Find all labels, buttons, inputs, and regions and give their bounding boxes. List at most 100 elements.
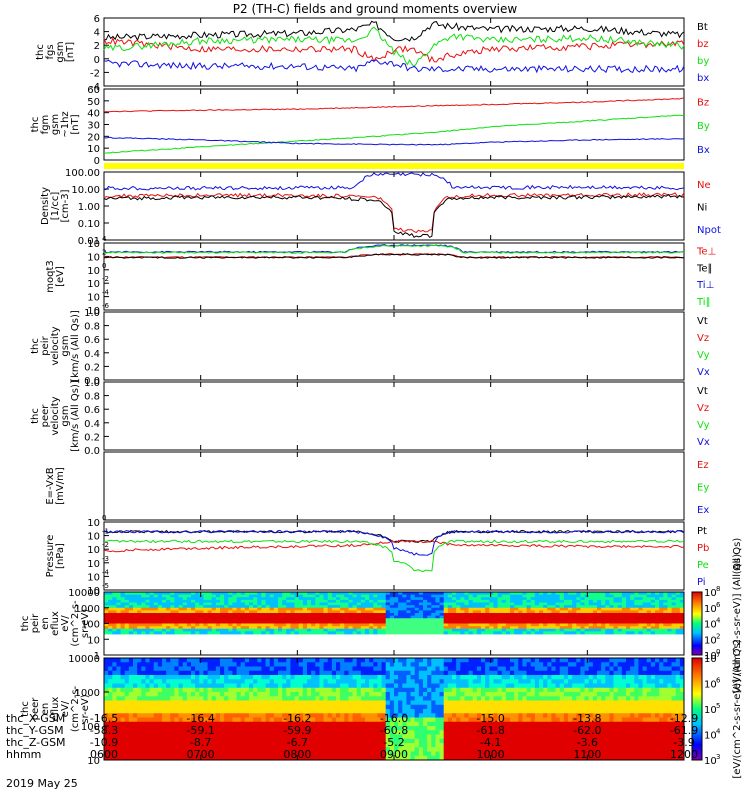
heatmap-cell	[679, 605, 685, 609]
heatmap-cell	[290, 679, 295, 684]
heatmap-cell	[642, 594, 648, 598]
heatmap-cell	[319, 679, 324, 684]
heatmap-cell	[104, 687, 109, 693]
heatmap-cell	[282, 687, 287, 693]
heatmap-cell	[423, 670, 428, 676]
heatmap-cell	[315, 730, 320, 735]
heatmap-cell	[170, 631, 175, 635]
heatmap-cell	[568, 597, 573, 601]
heatmap-cell	[389, 683, 395, 689]
heatmap-cell	[613, 626, 619, 630]
heatmap-cell	[191, 675, 196, 680]
heatmap-cell	[427, 658, 432, 663]
heatmap-cell	[108, 700, 113, 706]
heatmap-cell	[617, 594, 623, 598]
heatmap-cell	[588, 618, 594, 622]
heatmap-cell	[348, 597, 353, 601]
heatmap-cell	[141, 662, 146, 667]
heatmap-cell	[182, 683, 188, 689]
heatmap-cell	[389, 623, 395, 627]
heatmap-cell	[236, 602, 242, 606]
heatmap-cell	[402, 721, 407, 727]
heatmap-cell	[356, 631, 362, 635]
heatmap-cell	[423, 615, 428, 619]
heatmap-cell	[282, 721, 287, 727]
heatmap-cell	[447, 692, 453, 697]
heatmap-cell	[112, 747, 117, 752]
heatmap-cell	[630, 592, 635, 596]
heatmap-cell	[290, 618, 295, 622]
heatmap-cell	[186, 599, 192, 603]
heatmap-cell	[402, 675, 407, 680]
heatmap-cell	[526, 610, 532, 614]
heatmap-cell	[149, 605, 155, 609]
heatmap-cell	[534, 666, 540, 672]
heatmap-cell	[414, 658, 420, 663]
heatmap-cell	[265, 700, 271, 706]
heatmap-cell	[443, 670, 449, 676]
heatmap-cell	[389, 615, 395, 619]
heatmap-cell	[522, 717, 527, 723]
heatmap-cell	[398, 692, 403, 697]
series-By	[103, 114, 685, 154]
heatmap-cell	[485, 605, 490, 609]
heatmap-cell	[460, 631, 465, 635]
heatmap-cell	[472, 594, 478, 598]
heatmap-cell	[294, 623, 300, 627]
heatmap-cell	[298, 755, 304, 761]
heatmap-cell	[634, 607, 639, 611]
heatmap-cell	[302, 666, 308, 672]
heatmap-cell	[530, 670, 536, 676]
heatmap-cell	[153, 687, 159, 693]
heatmap-cell	[269, 628, 275, 632]
heatmap-cell	[547, 615, 552, 619]
heatmap-cell	[228, 700, 233, 706]
heatmap-cell	[381, 743, 387, 748]
heatmap-cell	[460, 704, 465, 710]
heatmap-cell	[646, 602, 652, 606]
heatmap-cell	[261, 610, 266, 614]
heatmap-cell	[112, 679, 117, 684]
heatmap-cell	[410, 594, 416, 598]
heatmap-cell	[398, 747, 403, 752]
heatmap-cell	[650, 607, 656, 611]
heatmap-cell	[162, 605, 167, 609]
heatmap-cell	[128, 610, 134, 614]
heatmap-cell	[468, 662, 474, 667]
heatmap-cell	[435, 602, 440, 606]
heatmap-cell	[472, 620, 478, 624]
heatmap-cell	[331, 597, 337, 601]
heatmap-cell	[133, 713, 138, 718]
heatmap-cell	[472, 713, 478, 718]
heatmap-cell	[543, 628, 548, 632]
heatmap-cell	[298, 662, 304, 667]
heatmap-cell	[203, 597, 208, 601]
heatmap-cell	[294, 602, 300, 606]
heatmap-cell	[402, 626, 407, 630]
heatmap-cell	[269, 751, 275, 757]
heatmap-cell	[663, 599, 668, 603]
heatmap-cell	[302, 738, 308, 744]
heatmap-cell	[261, 666, 266, 672]
heatmap-cell	[174, 623, 179, 627]
heatmap-cell	[116, 751, 121, 757]
heatmap-cell	[418, 709, 424, 714]
heatmap-cell	[402, 683, 407, 689]
heatmap-cell	[162, 618, 167, 622]
heatmap-cell	[240, 704, 246, 710]
heatmap-cell	[369, 675, 374, 680]
heatmap-cell	[385, 658, 391, 663]
heatmap-cell	[178, 618, 184, 622]
heatmap-cell	[286, 743, 291, 748]
y-tick-label: 1000	[75, 604, 100, 615]
heatmap-cell	[659, 602, 664, 606]
heatmap-cell	[220, 620, 225, 624]
heatmap-cell	[265, 602, 271, 606]
heatmap-cell	[630, 597, 635, 601]
heatmap-cell	[290, 692, 295, 697]
heatmap-cell	[530, 594, 536, 598]
heatmap-cell	[240, 658, 246, 663]
heatmap-cell	[348, 615, 353, 619]
heatmap-cell	[402, 692, 407, 697]
heatmap-cell	[646, 605, 652, 609]
